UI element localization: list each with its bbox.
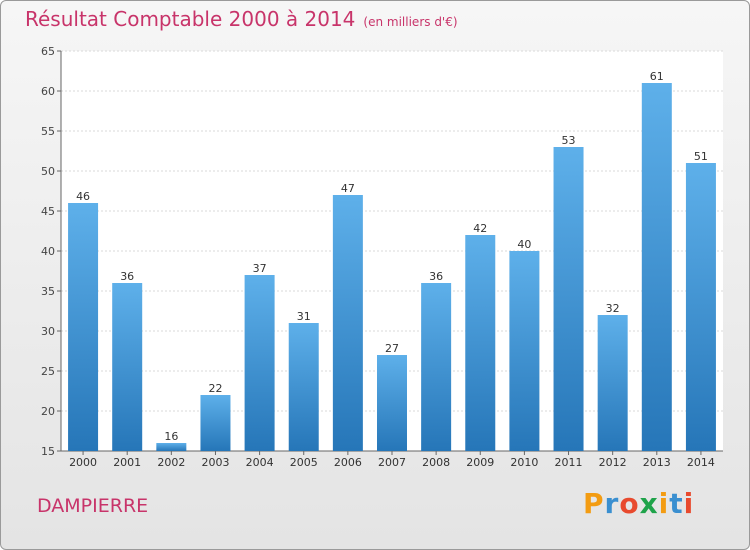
bar (68, 203, 99, 451)
y-tick-label: 50 (41, 165, 55, 178)
bar-value-label: 36 (429, 270, 443, 283)
bar-value-label: 51 (694, 150, 708, 163)
bar (156, 443, 187, 451)
logo-letter: i (658, 487, 670, 520)
bar (685, 163, 716, 451)
x-tick-label: 2003 (201, 456, 229, 469)
x-tick-label: 2009 (466, 456, 494, 469)
y-tick-label: 25 (41, 365, 55, 378)
y-tick-label: 45 (41, 205, 55, 218)
x-tick-label: 2005 (290, 456, 318, 469)
bar-value-label: 36 (120, 270, 134, 283)
y-tick-label: 40 (41, 245, 55, 258)
bar (553, 147, 584, 451)
bar-value-label: 31 (297, 310, 311, 323)
bar-value-label: 22 (208, 382, 222, 395)
bar-value-label: 32 (606, 302, 620, 315)
x-tick-label: 2011 (555, 456, 583, 469)
x-tick-label: 2000 (69, 456, 97, 469)
y-tick-label: 20 (41, 405, 55, 418)
x-tick-label: 2008 (422, 456, 450, 469)
bar (509, 251, 540, 451)
commune-name: DAMPIERRE (37, 495, 149, 517)
x-tick-label: 2004 (246, 456, 274, 469)
bar (332, 195, 363, 451)
logo-letter: r (604, 487, 620, 520)
y-tick-label: 15 (41, 445, 55, 458)
x-tick-label: 2002 (157, 456, 185, 469)
chart-title-text: Résultat Comptable 2000 à 2014 (25, 7, 356, 31)
bar (244, 275, 275, 451)
bar (377, 355, 407, 451)
proxiti-logo: Proxiti (583, 487, 694, 520)
logo-letter: P (583, 487, 605, 520)
logo-letter: i (683, 487, 695, 520)
bar-value-label: 61 (650, 70, 664, 83)
bar-value-label: 40 (517, 238, 531, 251)
bar (112, 283, 143, 451)
bar-value-label: 16 (164, 430, 178, 443)
x-tick-label: 2007 (378, 456, 406, 469)
bar (641, 83, 672, 451)
bar (421, 283, 452, 451)
x-tick-label: 2014 (687, 456, 715, 469)
chart-subtitle: (en milliers d'€) (363, 15, 458, 29)
x-tick-label: 2012 (599, 456, 627, 469)
bar-value-label: 46 (76, 190, 90, 203)
y-tick-label: 30 (41, 325, 55, 338)
bar (288, 323, 319, 451)
bar-value-label: 42 (473, 222, 487, 235)
bar (597, 315, 628, 451)
x-tick-label: 2013 (643, 456, 671, 469)
bar (200, 395, 231, 451)
bar-value-label: 27 (385, 342, 399, 355)
y-tick-label: 60 (41, 85, 55, 98)
y-tick-label: 55 (41, 125, 55, 138)
bar-value-label: 47 (341, 182, 355, 195)
logo-letter: t (669, 487, 684, 520)
y-tick-label: 65 (41, 45, 55, 58)
bar (465, 235, 496, 451)
logo-letter: o (619, 487, 640, 520)
chart-title: Résultat Comptable 2000 à 2014 (en millie… (25, 7, 458, 31)
x-tick-label: 2010 (510, 456, 538, 469)
x-tick-label: 2001 (113, 456, 141, 469)
logo-letter: x (639, 487, 659, 520)
y-tick-label: 35 (41, 285, 55, 298)
bar-value-label: 37 (253, 262, 267, 275)
x-tick-label: 2006 (334, 456, 362, 469)
bar-value-label: 53 (562, 134, 576, 147)
